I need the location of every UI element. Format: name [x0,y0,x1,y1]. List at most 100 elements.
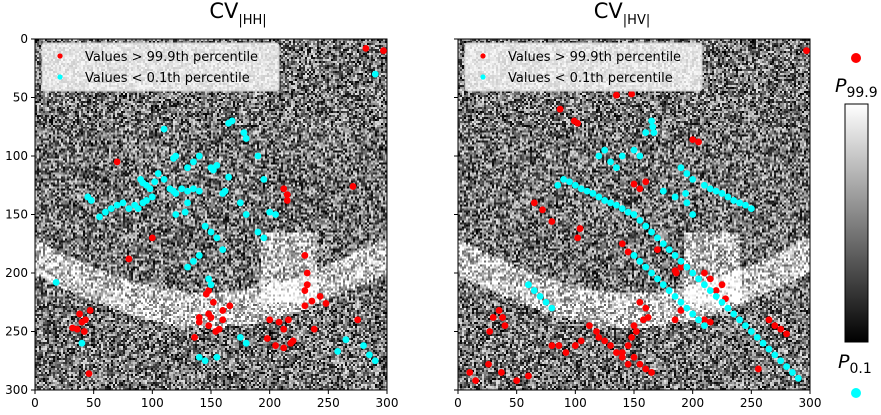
high-percentile-point [301,302,309,310]
high-percentile-point [280,185,288,193]
low-percentile-point [542,298,550,306]
low-percentile-point [712,293,720,300]
low-percentile-point [184,263,191,271]
high-percentile-point [499,314,506,321]
low-percentile-point [87,197,95,204]
low-percentile-point [107,205,115,213]
high-percentile-point [712,287,720,294]
high-percentile-point [618,240,626,248]
low-percentile-point [583,187,591,195]
speckle-image [35,39,387,390]
x-tick-label: 100 [564,396,587,410]
low-percentile-point [595,152,603,160]
high-percentile-point [765,316,773,324]
panel-cv-hv: CV|HV| 0 50 100 150 200 250 300 Values > 99.9th… [454,0,821,410]
low-percentile-point [701,181,708,189]
x-tick-label: 0 [454,396,462,410]
high-percentile-point [642,365,650,373]
high-percentile-point [718,281,726,289]
high-percentile-point [219,307,227,314]
low-percentile-point [683,304,691,312]
low-percentile-point [228,117,236,125]
low-percentile-point [724,304,732,312]
low-percentile-point [630,252,638,259]
low-percentile-point [736,316,743,324]
high-percentile-point [489,314,497,321]
low-percentile-point [160,125,168,133]
low-percentile-point [765,345,773,353]
high-percentile-point [628,90,636,98]
high-percentile-point [706,318,714,326]
legend-marker [480,53,486,59]
legend-marker [57,53,63,59]
legend-label: Values > 99.9th percentile [85,50,258,65]
high-percentile-point [380,47,387,55]
low-percentile-point [718,190,726,197]
high-percentile-point [310,325,318,333]
low-percentile-point [649,123,657,131]
low-percentile-point [548,304,556,312]
low-percentile-point [170,154,177,162]
colorbar-gradient [844,103,869,343]
high-percentile-point [76,310,83,318]
low-percentile-point [125,205,133,213]
panel-title: CV|HV| [594,0,650,28]
low-percentile-point [689,269,697,277]
x-tick-label: 200 [681,396,704,410]
low-percentile-point [642,222,650,230]
low-percentile-point [342,336,350,344]
high-percentile-point [148,234,156,242]
low-percentile-point [242,135,250,142]
high-percentile-point [636,185,644,193]
high-percentile-point [195,318,203,326]
low-percentile-point [636,152,644,160]
low-percentile-point [712,187,720,195]
low-percentile-point [525,281,532,289]
low-percentile-point [366,351,373,359]
low-percentile-point [571,181,579,189]
low-percentile-point [52,278,60,286]
low-percentile-point [589,190,597,197]
legend [41,42,280,92]
x-tick-label: 250 [740,396,763,410]
high-percentile-point [630,322,638,330]
x-tick-label: 200 [258,396,281,410]
high-percentile-point [316,293,324,300]
colorbar-top-label: P99.9 [835,75,878,101]
x-tick-label: 300 [376,396,399,410]
low-percentile-point [777,357,785,365]
low-percentile-point [677,164,685,172]
low-percentile-point [119,199,127,207]
high-percentile-point [280,344,288,352]
high-percentile-point [301,287,309,294]
high-percentile-point [677,307,685,314]
low-percentile-point [225,173,233,181]
high-percentile-point [624,342,632,349]
high-percentile-point [548,218,556,225]
low-percentile-point [636,216,644,224]
colorbar-high-marker [851,53,861,63]
high-percentile-point [689,136,697,144]
high-percentile-point [263,335,271,342]
y-tick-label: 100 [5,149,28,163]
low-percentile-point [665,246,673,254]
low-percentile-point [213,353,221,361]
low-percentile-point [601,197,609,204]
low-percentile-point [648,228,655,236]
legend-label: Values > 99.9th percentile [508,50,681,65]
high-percentile-point [618,349,626,356]
high-percentile-point [636,298,644,306]
high-percentile-point [706,275,714,283]
low-percentile-point [172,211,180,218]
low-percentile-point [783,363,790,370]
low-percentile-point [636,257,644,265]
y-tick-label: 250 [5,325,28,339]
colorbar-bottom-label: P0.1 [838,351,872,377]
high-percentile-point [595,333,603,341]
low-percentile-point [613,164,620,172]
low-percentile-point [205,275,213,283]
legend [464,42,703,92]
high-percentile-point [701,269,708,277]
low-percentile-point [618,152,626,160]
low-percentile-point [654,234,661,242]
